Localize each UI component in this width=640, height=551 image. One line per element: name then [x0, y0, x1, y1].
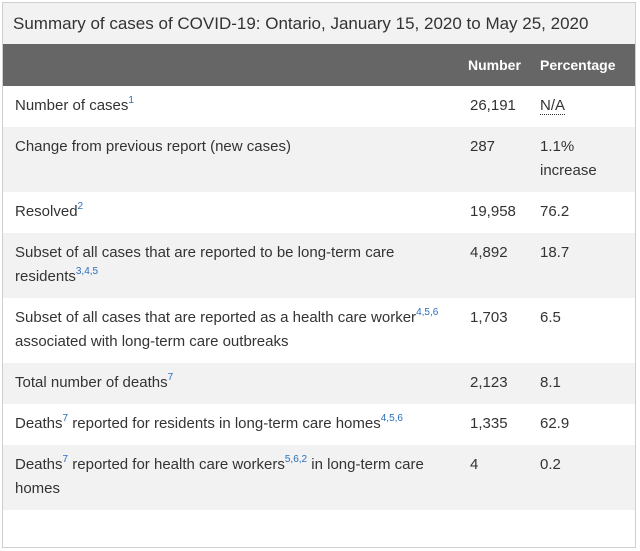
header-percentage: Percentage: [534, 44, 635, 86]
row-label: Subset of all cases that are reported as…: [15, 307, 439, 351]
header-row: Number Percentage: [3, 44, 635, 86]
row-number: 4,892: [454, 233, 534, 298]
na-abbreviation: N/A: [540, 97, 566, 115]
row-percentage: N/A: [534, 86, 635, 127]
row-percentage: 8.1: [534, 363, 635, 404]
row-number: 4: [454, 445, 534, 510]
footnote-link[interactable]: 1: [128, 95, 134, 106]
row-label: Number of cases1: [15, 95, 134, 115]
row-percentage: 62.9: [540, 415, 570, 432]
footnote-link[interactable]: 4,5,6: [380, 413, 403, 424]
covid-summary-table: Number Percentage Number of cases1 26,19…: [3, 44, 635, 510]
footnote-link[interactable]: 5,6,2: [284, 454, 308, 465]
header-label: [3, 44, 454, 86]
table-caption: Summary of cases of COVID-19: Ontario, J…: [3, 3, 635, 44]
table-row: Subset of all cases that are reported to…: [3, 233, 635, 298]
row-label: Resolved2: [15, 201, 84, 221]
table-row: Total number of deaths7 2,123 8.1: [3, 363, 635, 404]
table-row: Subset of all cases that are reported as…: [3, 298, 635, 363]
footnote-link[interactable]: 7: [62, 454, 69, 465]
footnote-link[interactable]: 7: [167, 372, 174, 383]
table-row: Number of cases1 26,191 N/A: [3, 86, 635, 127]
footnote-link[interactable]: 7: [62, 413, 69, 424]
row-percentage: 0.2: [534, 445, 635, 510]
footnote-link[interactable]: 4,5,6: [416, 307, 439, 318]
row-percentage: 1.1% increase: [534, 127, 635, 192]
row-number: 287: [454, 127, 534, 192]
row-label: Deaths7 reported for health care workers…: [3, 445, 454, 510]
row-label: Subset of all cases that are reported to…: [3, 233, 454, 298]
row-label: Change from previous report (new cases): [3, 127, 454, 192]
footnote-link[interactable]: 2: [77, 201, 84, 212]
row-number: 26,191: [470, 97, 516, 114]
table-row: Deaths7 reported for health care workers…: [3, 445, 635, 510]
row-percentage: 18.7: [534, 233, 635, 298]
row-label: Total number of deaths7: [3, 363, 454, 404]
row-number: 2,123: [454, 363, 534, 404]
footnote-link[interactable]: 3,4,5: [75, 266, 99, 277]
row-number: 1,335: [470, 415, 508, 432]
row-number: 19,958: [470, 203, 516, 220]
row-percentage: 76.2: [540, 203, 570, 220]
row-label: Deaths7 reported for residents in long-t…: [15, 413, 403, 433]
row-number: 1,703: [470, 309, 508, 326]
table-row: Deaths7 reported for residents in long-t…: [3, 404, 635, 445]
table-row: Resolved2 19,958 76.2: [3, 192, 635, 233]
table-row: Change from previous report (new cases) …: [3, 127, 635, 192]
row-percentage: 6.5: [540, 309, 561, 326]
header-number: Number: [454, 44, 534, 86]
